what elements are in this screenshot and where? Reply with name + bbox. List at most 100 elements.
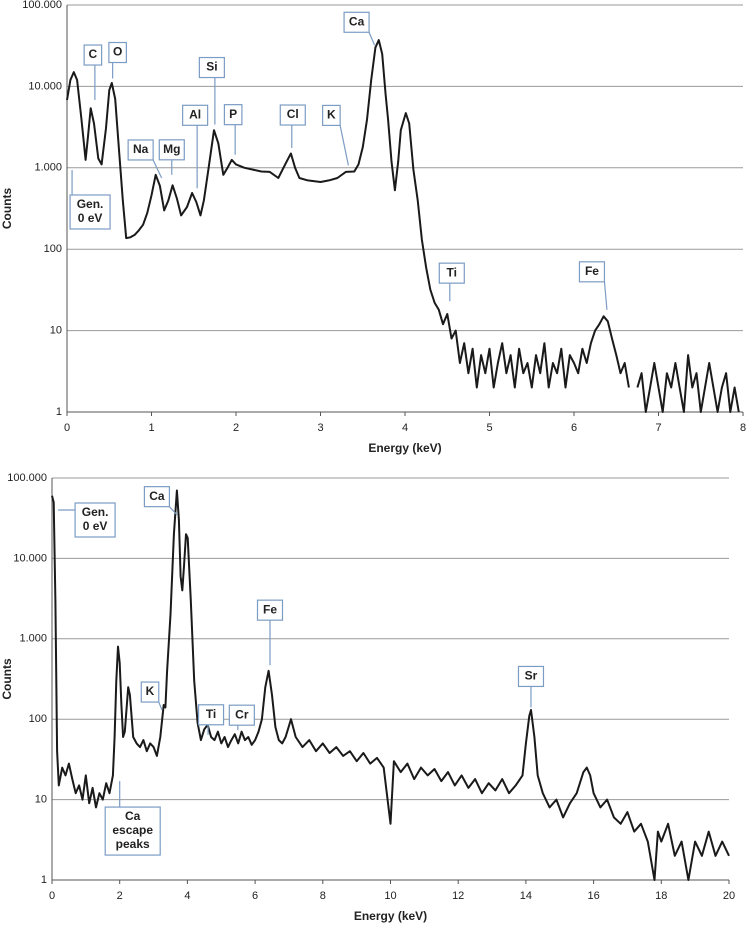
x-tick-label: 10 — [384, 890, 396, 902]
x-tick-label: 5 — [486, 422, 492, 434]
annotation-pointer — [603, 281, 608, 310]
annotation-box — [140, 681, 160, 703]
annotation-box — [182, 104, 209, 126]
annotation-box — [143, 486, 171, 508]
x-tick-label: 6 — [571, 422, 577, 434]
annotation-text: Gen. — [77, 197, 104, 211]
y-axis-title: Counts — [0, 188, 14, 230]
annotation-text: K — [327, 108, 336, 122]
annotation: Ca — [143, 486, 178, 516]
spectrum-line — [66, 39, 740, 413]
annotation-box — [74, 502, 116, 538]
annotation-text: Cr — [235, 707, 249, 721]
x-tick-label: 8 — [740, 422, 746, 434]
annotation-text: 0 eV — [78, 211, 103, 225]
annotation-text: Ti — [447, 265, 457, 279]
x-tick-label: 1 — [148, 422, 154, 434]
annotation-text: Fe — [263, 602, 277, 616]
x-tick-label: 8 — [320, 890, 326, 902]
y-tick-label: 10 — [35, 794, 47, 806]
annotation: Ti — [197, 704, 225, 735]
annotation: Gen.0 eV — [69, 169, 111, 230]
annotation: Ca — [343, 11, 376, 46]
x-tick-label: 6 — [252, 890, 258, 902]
annotation-pointer — [152, 159, 163, 179]
annotation-text: peaks — [116, 837, 150, 851]
annotation-pointer — [368, 32, 376, 46]
y-tick-label: 100.000 — [7, 472, 47, 484]
annotation: Si — [198, 56, 225, 125]
x-tick-label: 3 — [317, 422, 323, 434]
annotation-box — [343, 11, 370, 33]
annotation-text: Ti — [206, 707, 216, 721]
annotation: O — [108, 41, 127, 79]
x-tick-label: 16 — [587, 890, 599, 902]
annotation: Gen.0 eV — [58, 502, 116, 538]
annotation-box — [83, 44, 103, 66]
x-tick-label: 0 — [64, 422, 70, 434]
annotation: K — [140, 681, 163, 711]
annotation: K — [322, 104, 349, 166]
annotation: Fe — [256, 599, 284, 666]
annotation-box — [104, 806, 161, 856]
y-tick-label: 100.000 — [22, 0, 62, 11]
y-tick-label: 10 — [50, 325, 62, 337]
annotation-text: 0 eV — [83, 519, 108, 533]
annotation-box — [279, 104, 306, 126]
x-tick-label: 2 — [233, 422, 239, 434]
annotation-pointer — [158, 701, 163, 711]
annotation-box — [578, 261, 606, 283]
annotation-box — [322, 104, 341, 127]
x-tick-label: 12 — [452, 890, 464, 902]
x-tick-label: 20 — [723, 890, 735, 902]
annotation-text: Fe — [585, 264, 599, 278]
x-tick-label: 14 — [520, 890, 532, 902]
chart: 1 10 100 1.000 10.000 100.000 0 2 4 6 8 10 12 14 16 18 2… — [0, 472, 735, 923]
y-tick-label: 10.000 — [13, 552, 47, 564]
annotation: Fe — [578, 261, 608, 310]
annotation: Cl — [279, 104, 306, 149]
spectrum-line — [51, 489, 730, 881]
annotation-text: Sr — [525, 669, 538, 683]
y-axis-title: Counts — [0, 658, 14, 700]
annotation-text: Ca — [149, 489, 165, 503]
annotation: Al — [182, 104, 209, 189]
x-tick-label: 2 — [117, 890, 123, 902]
annotation-text: Na — [133, 142, 149, 156]
x-tick-label: 7 — [655, 422, 661, 434]
annotation-text: Cl — [287, 107, 299, 121]
annotation-box — [517, 665, 545, 688]
annotation-text: Si — [206, 60, 217, 74]
x-tick-label: 4 — [184, 890, 190, 902]
annotation-text: P — [229, 107, 237, 121]
annotation-box — [197, 704, 225, 726]
annotation-box — [198, 56, 225, 79]
y-tick-label: 1 — [56, 406, 62, 418]
annotation: Cr — [228, 704, 255, 731]
y-tick-label: 100 — [29, 713, 47, 725]
annotation-text: Gen. — [82, 505, 109, 519]
annotation: Ti — [438, 262, 465, 302]
annotation-box — [127, 139, 154, 161]
x-tick-label: 0 — [49, 890, 55, 902]
annotation-text: O — [113, 45, 122, 59]
x-tick-label: 18 — [655, 890, 667, 902]
y-tick-label: 1.000 — [19, 633, 47, 645]
y-tick-label: 100 — [44, 243, 62, 255]
x-axis-title: Energy (keV) — [368, 441, 441, 455]
annotation-box — [438, 262, 465, 284]
annotation-text: K — [146, 684, 155, 698]
annotation-box — [69, 194, 111, 230]
annotation: Na — [127, 139, 163, 179]
annotation-box — [158, 139, 185, 161]
annotation: Mg — [158, 139, 185, 175]
annotation-pointer — [168, 506, 178, 516]
annotation-box — [108, 41, 127, 64]
annotation-box — [223, 104, 243, 126]
x-tick-label: 4 — [402, 422, 408, 434]
annotation: P — [223, 104, 243, 155]
